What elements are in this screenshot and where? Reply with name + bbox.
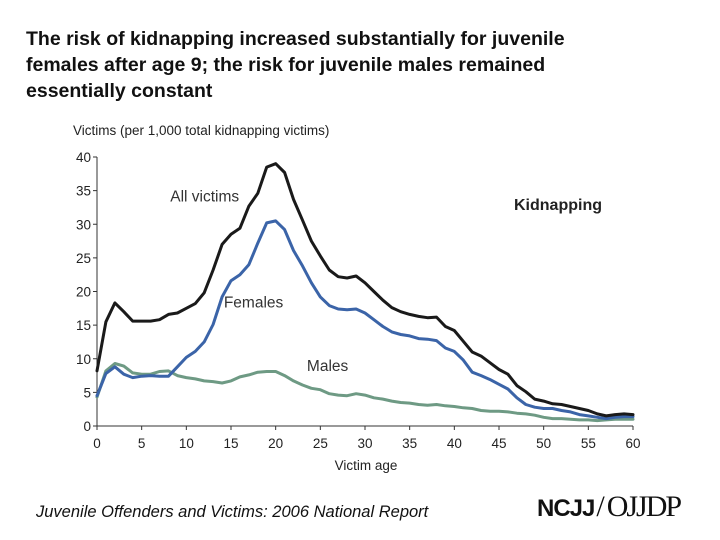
x-tick-label: 50: [536, 436, 551, 451]
y-axis-label: Victims (per 1,000 total kidnapping vict…: [73, 123, 329, 138]
series-line-all-victims: [95, 162, 635, 418]
footer-source: Juvenile Offenders and Victims: 2006 Nat…: [36, 503, 429, 521]
ncjj-ojjdp-logo: NCJJ/OJJDP: [537, 490, 682, 524]
x-tick-label: 20: [268, 436, 283, 451]
axes-layer: 0 5 10 15 20 25 30 35 40 0 5 10 15 20 25 30 35 40 45 50 55 60: [76, 150, 641, 451]
ncjj-logo-text: NCJJ: [537, 495, 595, 522]
x-tick-label: 25: [313, 436, 328, 451]
y-tick-label: 30: [76, 217, 91, 232]
x-tick-label: 30: [357, 436, 372, 451]
x-tick-label: 45: [491, 436, 506, 451]
x-tick-label: 0: [93, 436, 101, 451]
series-label-females: Females: [224, 295, 284, 312]
slide-title-line-3: essentially constant: [26, 80, 213, 102]
slide-title-line-1: The risk of kidnapping increased substan…: [26, 28, 565, 50]
series-layer: All victims Females Males: [95, 162, 635, 423]
series-line-females: [95, 219, 635, 421]
logo-separator: /: [596, 490, 605, 523]
y-tick-label: 20: [76, 285, 91, 300]
series-label-all-victims: All victims: [170, 188, 239, 205]
x-tick-label: 5: [138, 436, 146, 451]
x-tick-label: 60: [625, 436, 640, 451]
chart-title: Kidnapping: [514, 197, 602, 214]
y-tick-label: 40: [76, 150, 91, 165]
x-tick-label: 40: [447, 436, 462, 451]
ojjdp-logo-text: OJJDP: [606, 490, 682, 523]
x-tick-label: 15: [223, 436, 238, 451]
x-tick-label: 35: [402, 436, 417, 451]
y-tick-label: 0: [83, 419, 91, 434]
x-tick-label: 55: [581, 436, 596, 451]
series-label-males: Males: [307, 358, 349, 375]
y-tick-label: 15: [76, 318, 91, 333]
y-tick-label: 35: [76, 184, 91, 199]
series-line-males: [95, 362, 635, 423]
y-tick-label: 10: [76, 352, 91, 367]
y-tick-label: 25: [76, 251, 91, 266]
y-tick-label: 5: [83, 385, 91, 400]
slide-title: The risk of kidnapping increased substan…: [26, 26, 686, 104]
slide-title-line-2: females after age 9; the risk for juveni…: [26, 54, 546, 76]
x-tick-label: 10: [179, 436, 194, 451]
x-axis-label: Victim age: [335, 458, 398, 473]
